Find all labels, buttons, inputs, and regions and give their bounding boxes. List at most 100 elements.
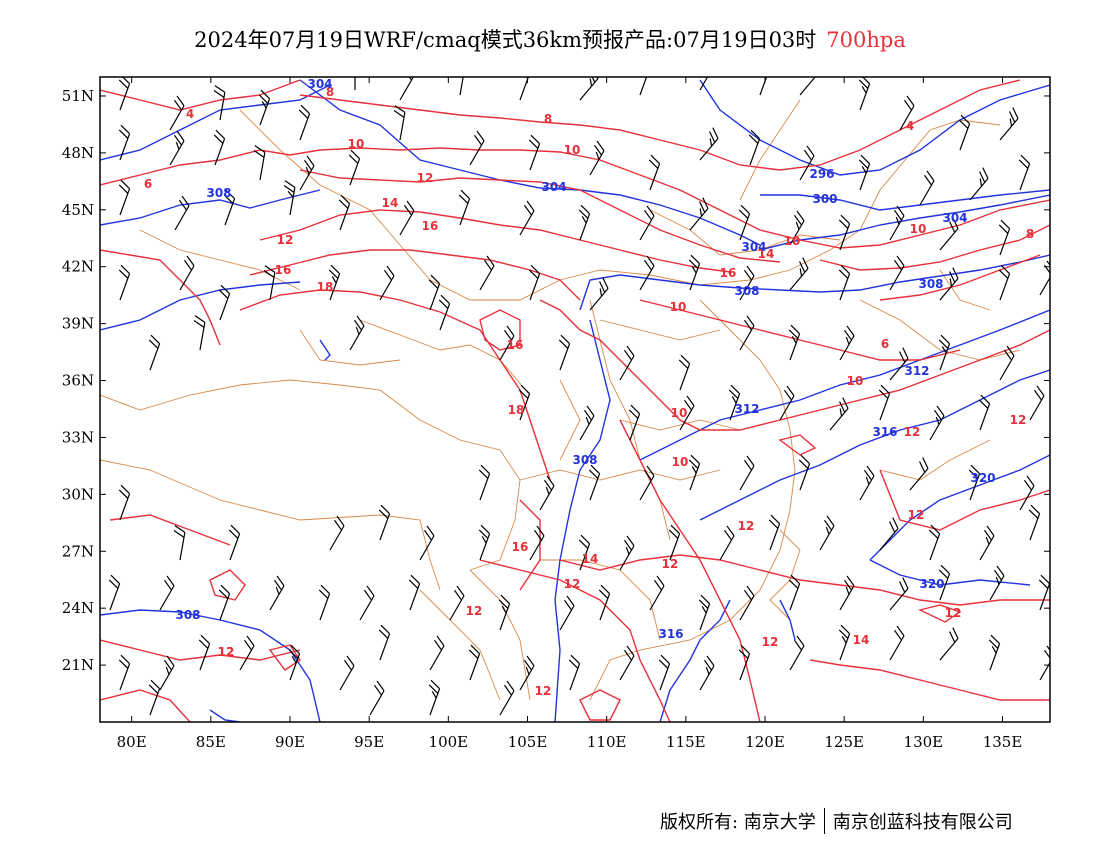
wind-barb <box>519 200 535 236</box>
wind-barb <box>819 515 835 551</box>
admin-border <box>359 319 531 396</box>
height-contour-line <box>639 309 1050 461</box>
wind-barb <box>559 595 575 631</box>
wind-barb <box>218 284 231 321</box>
wind-barb <box>619 645 635 681</box>
height-contour-line <box>100 609 321 722</box>
height-contour-label: 320 <box>919 577 944 591</box>
wind-barb <box>788 574 801 611</box>
wind-barb <box>499 680 515 716</box>
admin-border <box>769 529 801 621</box>
wind-barb <box>528 134 541 171</box>
wind-barb <box>399 200 415 236</box>
map-title: 2024年07月19日WRF/cmaq模式36km预报产品:07月19日03时 7… <box>0 24 1100 54</box>
wind-barb <box>173 525 186 561</box>
height-contour-line <box>760 189 1050 211</box>
temperature-contour-label: 10 <box>348 137 365 151</box>
wind-barb <box>498 594 511 631</box>
lon-tick-label: 120E <box>745 733 785 751</box>
wind-barb <box>438 294 451 331</box>
lon-tick-label: 110E <box>587 733 627 751</box>
wind-barb <box>369 680 385 716</box>
wind-barb <box>789 257 809 291</box>
wind-barb <box>1039 260 1050 296</box>
admin-border <box>239 109 751 301</box>
temperature-contour-label: 12 <box>277 233 294 247</box>
admin-border <box>100 459 441 591</box>
wind-barb <box>159 575 175 611</box>
height-contours <box>100 79 1050 722</box>
wind-barb <box>239 635 255 671</box>
temperature-contour-line <box>519 499 541 591</box>
plot-frame <box>99 76 1051 723</box>
lat-tick-label: 33N <box>62 428 94 446</box>
lon-tick-label: 80E <box>117 733 147 751</box>
wind-barb <box>338 194 351 231</box>
wind-barb <box>789 210 805 246</box>
wind-barb <box>979 525 995 561</box>
wind-barb <box>329 515 345 551</box>
temperature-contour-line <box>100 249 221 346</box>
temperature-contour-label: 16 <box>512 540 529 554</box>
temperature-contour-line <box>109 514 231 546</box>
height-contour-line <box>699 369 1050 521</box>
height-contour-line <box>699 79 1050 176</box>
wind-barb <box>529 525 545 561</box>
title-main: 2024年07月19日WRF/cmaq模式36km预报产品:07月19日03时 <box>194 28 817 52</box>
temperature-contour-line <box>100 639 301 661</box>
height-contour-label: 312 <box>904 364 929 378</box>
height-contour-line <box>100 84 331 161</box>
wind-barb <box>639 465 655 501</box>
wind-barb <box>739 315 755 351</box>
height-contour-line <box>659 599 731 722</box>
wind-barb <box>939 627 959 661</box>
wind-barb <box>929 405 945 441</box>
lat-tick-label: 48N <box>62 144 94 162</box>
wind-barb <box>739 265 755 301</box>
temperature-contour-line <box>239 289 551 481</box>
wind-barb <box>938 334 951 371</box>
wind-barb <box>528 264 541 301</box>
height-contour-label: 308 <box>918 277 943 291</box>
wind-barb <box>598 584 611 621</box>
temperature-contour-line <box>479 309 521 351</box>
temperature-contour-line <box>619 419 761 722</box>
wind-barb <box>978 394 991 431</box>
wind-barb <box>649 575 665 611</box>
height-contour-line <box>100 189 321 226</box>
admin-border <box>100 379 521 571</box>
wind-barb <box>348 149 361 186</box>
temperature-contour-line <box>579 689 621 721</box>
admin-border <box>619 419 741 431</box>
temperature-contour-label: 6 <box>144 177 152 191</box>
wind-barb <box>968 464 981 501</box>
wind-barb <box>739 455 755 491</box>
admin-border <box>599 319 721 341</box>
wind-barb <box>939 267 959 301</box>
temperature-contour-line <box>809 659 1050 701</box>
wind-barb <box>788 324 801 361</box>
wind-barb <box>799 77 819 96</box>
wind-barb <box>938 564 951 601</box>
admin-border <box>649 209 841 256</box>
wind-barb <box>468 644 481 681</box>
admin-border <box>299 329 401 366</box>
wind-barb <box>619 535 635 571</box>
wind-barb <box>838 214 851 251</box>
temperature-contour-label: 14 <box>582 552 599 566</box>
temperature-contour-label: 12 <box>564 577 581 591</box>
temperature-contour-line <box>819 224 1050 271</box>
wind-barb <box>499 325 515 361</box>
temperature-contour-label: 12 <box>904 425 921 439</box>
wind-barb <box>639 255 655 291</box>
wind-barb <box>748 129 761 166</box>
wind-barb <box>699 655 715 691</box>
footer: 版权所有: 南京大学 南京创蓝科技有限公司 <box>660 808 1013 834</box>
wind-barb <box>739 585 755 621</box>
wind-barb <box>678 354 691 391</box>
wind-barb <box>428 679 441 716</box>
admin-border <box>519 469 721 481</box>
wind-barb <box>738 204 751 241</box>
height-contour-line <box>319 339 331 361</box>
wind-barb <box>378 504 391 541</box>
